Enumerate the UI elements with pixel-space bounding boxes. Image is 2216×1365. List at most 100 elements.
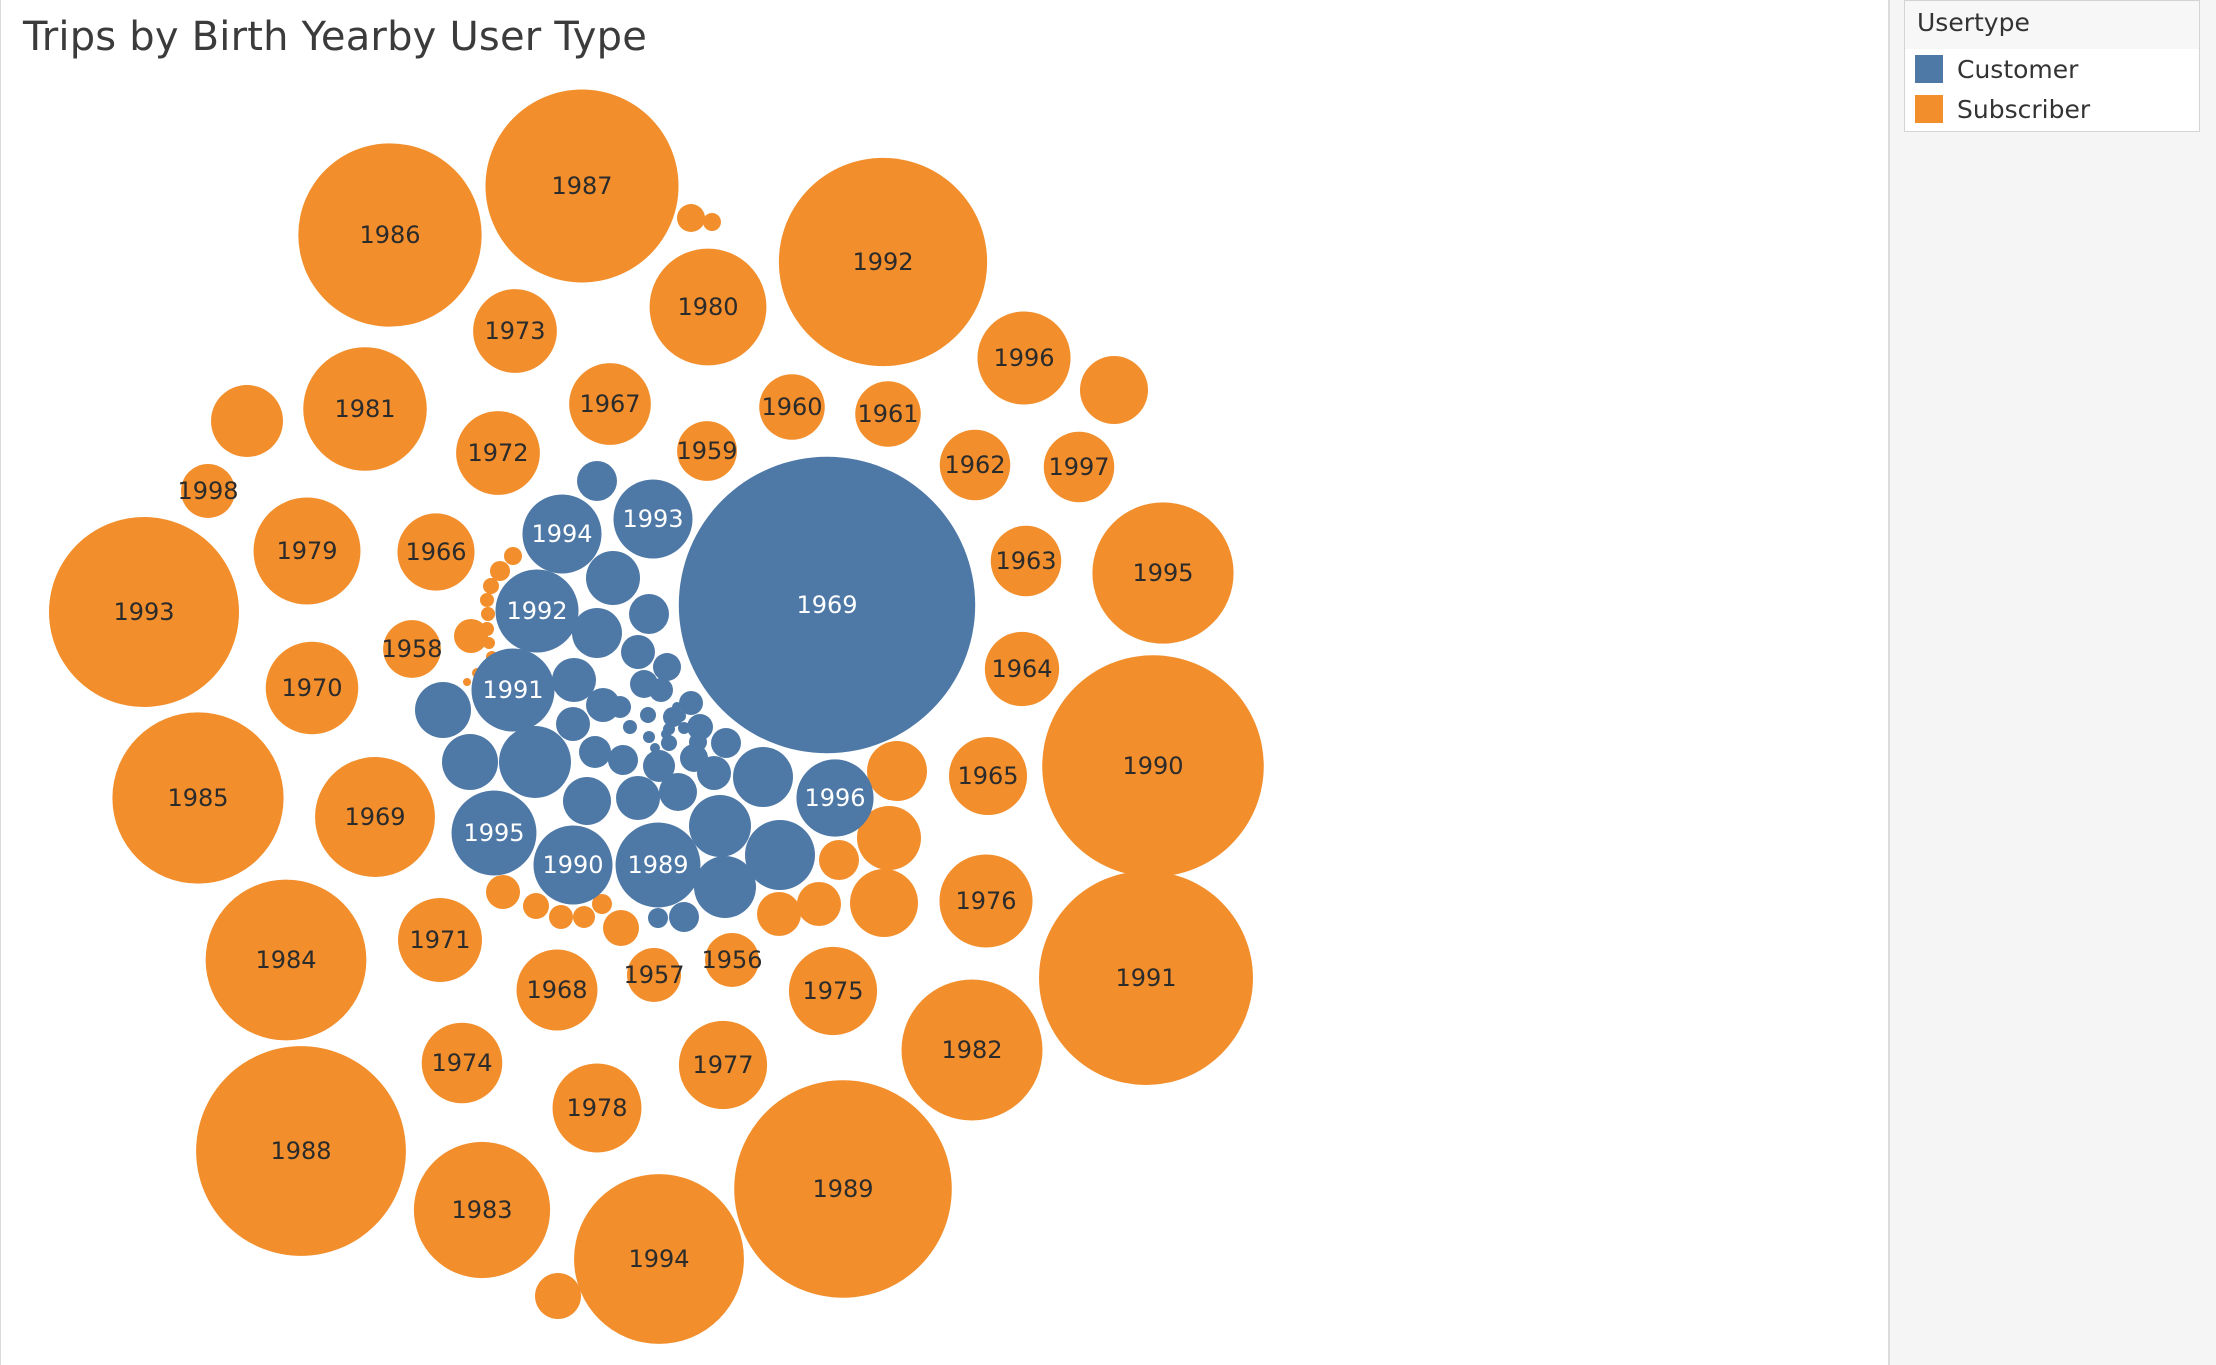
bubble-subscriber-1976[interactable] — [939, 854, 1033, 948]
bubble-customer-unlabeled-17[interactable] — [640, 707, 656, 723]
bubble-subscriber-1970[interactable] — [265, 641, 359, 735]
bubble-subscriber-unlabeled-1[interactable] — [535, 1273, 581, 1319]
bubble-customer-unlabeled-44[interactable] — [672, 702, 682, 712]
bubble-subscriber-1960[interactable] — [759, 374, 825, 440]
bubble-subscriber-1957[interactable] — [627, 948, 681, 1002]
bubble-customer-1993[interactable] — [613, 479, 693, 559]
bubble-subscriber-unlabeled-2[interactable] — [1080, 356, 1148, 424]
bubble-customer-unlabeled-14[interactable] — [649, 678, 673, 702]
bubble-subscriber-unlabeled-12[interactable] — [549, 905, 573, 929]
bubble-subscriber-1983[interactable] — [413, 1141, 551, 1279]
bubble-subscriber-1971[interactable] — [398, 898, 482, 982]
bubble-customer-unlabeled-34[interactable] — [733, 747, 793, 807]
bubble-customer-unlabeled-9[interactable] — [556, 707, 590, 741]
bubble-customer-unlabeled-1[interactable] — [586, 551, 640, 605]
bubble-subscriber-unlabeled-7[interactable] — [757, 892, 801, 936]
bubble-customer-unlabeled-22[interactable] — [687, 714, 713, 740]
bubble-subscriber-unlabeled-17[interactable] — [703, 213, 721, 231]
bubble-subscriber-1963[interactable] — [990, 525, 1062, 597]
bubble-subscriber-1975[interactable] — [788, 946, 878, 1036]
bubble-customer-unlabeled-43[interactable] — [661, 729, 671, 739]
bubble-customer-unlabeled-0[interactable] — [577, 461, 617, 501]
bubble-subscriber-unlabeled-22[interactable] — [481, 607, 495, 621]
bubble-subscriber-unlabeled-20[interactable] — [483, 578, 499, 594]
bubble-subscriber-1958[interactable] — [383, 620, 441, 678]
bubble-subscriber-1973[interactable] — [473, 289, 557, 373]
bubble-customer-unlabeled-25[interactable] — [661, 735, 677, 751]
bubble-subscriber-unlabeled-19[interactable] — [490, 561, 510, 581]
bubble-subscriber-unlabeled-5[interactable] — [850, 869, 918, 937]
bubble-subscriber-1990[interactable] — [1042, 655, 1264, 877]
bubble-subscriber-unlabeled-4[interactable] — [857, 806, 921, 870]
bubble-customer-unlabeled-37[interactable] — [616, 776, 660, 820]
bubble-subscriber-1965[interactable] — [948, 736, 1028, 816]
bubble-subscriber-1974[interactable] — [421, 1022, 503, 1104]
bubble-customer-unlabeled-40[interactable] — [694, 856, 756, 918]
bubble-customer-unlabeled-19[interactable] — [579, 736, 611, 768]
bubble-subscriber-1998[interactable] — [181, 464, 235, 518]
bubble-subscriber-1978[interactable] — [552, 1063, 642, 1153]
bubble-customer-unlabeled-7[interactable] — [552, 658, 596, 702]
bubble-subscriber-1993[interactable] — [49, 517, 239, 707]
bubble-customer-unlabeled-6[interactable] — [499, 726, 571, 798]
bubble-subscriber-unlabeled-0[interactable] — [211, 385, 283, 457]
bubble-customer-unlabeled-42[interactable] — [648, 908, 668, 928]
legend-item-subscriber[interactable]: Subscriber — [1905, 89, 2199, 129]
bubble-customer-unlabeled-35[interactable] — [689, 795, 751, 857]
bubble-customer-unlabeled-4[interactable] — [415, 682, 471, 738]
bubble-subscriber-1996[interactable] — [977, 311, 1071, 405]
bubble-customer-unlabeled-31[interactable] — [650, 743, 660, 753]
bubble-customer-unlabeled-18[interactable] — [623, 720, 637, 734]
bubble-subscriber-unlabeled-6[interactable] — [797, 882, 841, 926]
bubble-subscriber-1977[interactable] — [678, 1020, 768, 1110]
bubble-customer-1990[interactable] — [533, 825, 613, 905]
bubble-subscriber-1961[interactable] — [855, 381, 921, 447]
bubble-customer-unlabeled-2[interactable] — [629, 594, 669, 634]
bubble-subscriber-1988[interactable] — [196, 1046, 406, 1256]
bubble-subscriber-unlabeled-11[interactable] — [523, 893, 549, 919]
bubble-customer-unlabeled-26[interactable] — [643, 731, 655, 743]
bubble-customer-1991[interactable] — [471, 648, 555, 732]
bubble-subscriber-unlabeled-23[interactable] — [480, 622, 494, 636]
bubble-subscriber-1979[interactable] — [253, 497, 361, 605]
bubble-subscriber-unlabeled-13[interactable] — [573, 906, 595, 928]
bubble-subscriber-unlabeled-10[interactable] — [486, 875, 520, 909]
bubble-customer-unlabeled-39[interactable] — [745, 820, 815, 890]
legend-item-customer[interactable]: Customer — [1905, 49, 2199, 89]
bubble-subscriber-1994[interactable] — [574, 1174, 744, 1344]
bubble-customer-1994[interactable] — [522, 494, 602, 574]
bubble-subscriber-1995[interactable] — [1092, 502, 1234, 644]
bubble-subscriber-1989[interactable] — [734, 1080, 952, 1298]
bubble-subscriber-1980[interactable] — [649, 248, 767, 366]
bubble-subscriber-1987[interactable] — [485, 89, 679, 283]
bubble-customer-1989[interactable] — [615, 822, 701, 908]
bubble-customer-1969[interactable] — [678, 456, 976, 754]
bubble-subscriber-unlabeled-27[interactable] — [463, 678, 471, 686]
bubble-subscriber-unlabeled-8[interactable] — [819, 840, 859, 880]
bubble-customer-unlabeled-29[interactable] — [674, 710, 686, 722]
bubble-subscriber-1962[interactable] — [939, 429, 1011, 501]
bubble-customer-1992[interactable] — [495, 569, 579, 653]
bubble-subscriber-1992[interactable] — [778, 157, 988, 367]
bubble-customer-unlabeled-36[interactable] — [563, 777, 611, 825]
bubble-customer-unlabeled-28[interactable] — [678, 722, 690, 734]
bubble-customer-unlabeled-13[interactable] — [609, 696, 631, 718]
bubble-subscriber-1982[interactable] — [901, 979, 1043, 1121]
bubble-subscriber-1966[interactable] — [397, 513, 475, 591]
bubble-customer-unlabeled-30[interactable] — [659, 752, 669, 762]
bubble-customer-unlabeled-11[interactable] — [653, 653, 681, 681]
bubble-customer-unlabeled-10[interactable] — [621, 635, 655, 669]
bubble-customer-unlabeled-20[interactable] — [608, 745, 638, 775]
bubble-subscriber-1991[interactable] — [1039, 871, 1253, 1085]
bubble-subscriber-unlabeled-21[interactable] — [480, 593, 494, 607]
bubble-subscriber-1981[interactable] — [303, 347, 427, 471]
bubble-subscriber-1984[interactable] — [205, 879, 367, 1041]
bubble-subscriber-1972[interactable] — [456, 411, 540, 495]
bubble-subscriber-1968[interactable] — [516, 949, 598, 1031]
bubble-subscriber-1956[interactable] — [705, 933, 759, 987]
bubble-customer-unlabeled-33[interactable] — [697, 756, 731, 790]
bubble-subscriber-1986[interactable] — [298, 143, 482, 327]
bubble-subscriber-unlabeled-3[interactable] — [867, 741, 927, 801]
bubble-customer-unlabeled-38[interactable] — [659, 773, 697, 811]
bubble-subscriber-1964[interactable] — [984, 631, 1060, 707]
